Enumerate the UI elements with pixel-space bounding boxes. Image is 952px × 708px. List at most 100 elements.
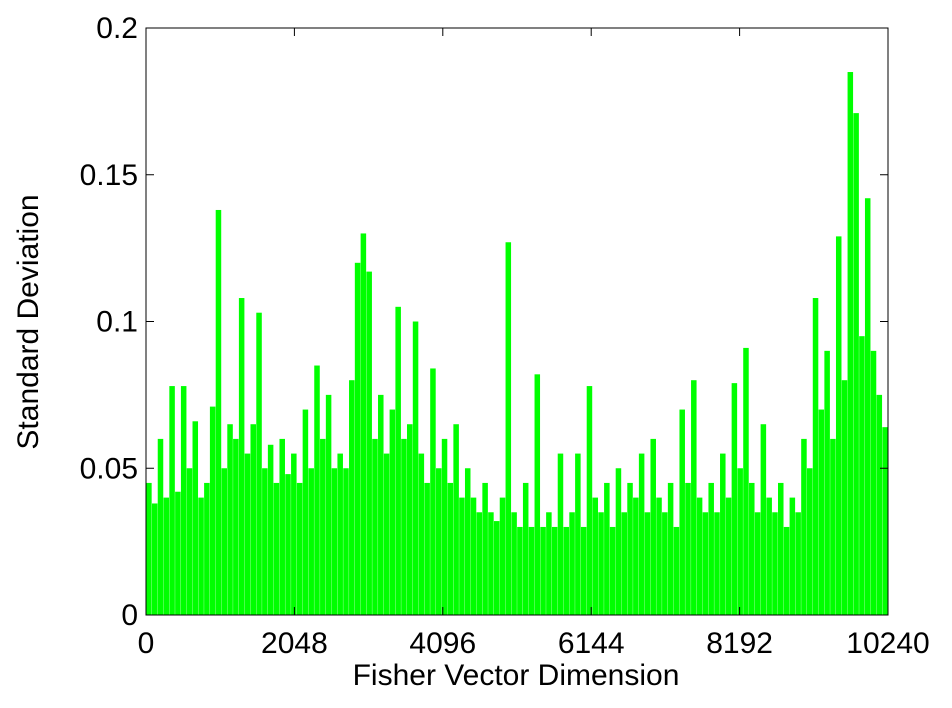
bar <box>221 468 228 615</box>
bar <box>772 512 778 615</box>
bar <box>476 512 483 615</box>
bar <box>795 512 801 615</box>
bar <box>180 386 187 615</box>
bar <box>302 409 309 615</box>
bar <box>638 453 645 615</box>
bar <box>157 438 164 615</box>
bar <box>151 503 158 615</box>
bar <box>835 236 842 615</box>
bar <box>569 512 575 615</box>
x-tick-label: 10240 <box>846 627 929 660</box>
bar <box>760 424 767 615</box>
bar <box>267 444 274 615</box>
bar <box>349 380 355 615</box>
bar <box>418 453 425 615</box>
bar <box>453 424 459 615</box>
x-tick-label: 4096 <box>409 627 476 660</box>
bar <box>870 350 877 615</box>
bar <box>853 113 859 616</box>
x-tick-label: 0 <box>138 627 155 660</box>
bar <box>250 424 256 615</box>
bar <box>407 424 413 615</box>
bar <box>708 482 714 615</box>
bar <box>609 526 616 615</box>
bar <box>650 438 656 615</box>
bar <box>696 497 703 615</box>
bar <box>592 497 599 615</box>
bar <box>691 380 697 615</box>
bar <box>511 512 517 615</box>
bar <box>841 380 848 615</box>
bar <box>244 453 251 615</box>
bar <box>499 497 506 615</box>
bar <box>296 482 303 615</box>
bar <box>673 526 680 615</box>
bar <box>291 453 297 615</box>
bar <box>279 438 285 615</box>
bar <box>325 394 332 615</box>
bar <box>285 474 291 615</box>
bar <box>198 497 204 615</box>
bar <box>430 368 436 615</box>
bar <box>482 482 488 615</box>
y-tick-label: 0.2 <box>96 12 138 45</box>
bar <box>169 386 175 615</box>
x-tick-label: 8192 <box>706 627 773 660</box>
bar <box>766 497 772 615</box>
bar <box>725 497 732 615</box>
bar <box>882 427 888 615</box>
bar <box>546 512 552 615</box>
bar <box>372 438 378 615</box>
bar <box>227 424 233 615</box>
bar <box>331 468 338 615</box>
bar <box>389 409 396 615</box>
bar <box>830 438 836 615</box>
bar <box>540 526 546 615</box>
bar <box>586 386 593 615</box>
bar <box>209 406 216 615</box>
bar <box>320 438 326 615</box>
bar <box>163 497 170 615</box>
bar <box>754 512 761 615</box>
bar <box>824 350 830 615</box>
bar <box>801 438 807 615</box>
bar <box>262 468 268 615</box>
bar <box>702 512 709 615</box>
bar <box>627 482 633 615</box>
bar <box>534 374 541 615</box>
bar <box>714 512 720 615</box>
bar <box>783 526 790 615</box>
bar <box>146 482 152 615</box>
bar <box>378 394 384 615</box>
x-tick-label: 6144 <box>558 627 625 660</box>
bar <box>441 438 448 615</box>
bar <box>598 512 604 615</box>
bar <box>215 209 222 615</box>
y-tick-label: 0.15 <box>80 159 138 192</box>
bar <box>493 521 500 615</box>
bar <box>192 421 199 615</box>
bar <box>621 512 627 615</box>
y-tick-label: 0.1 <box>96 306 138 339</box>
bar <box>395 306 401 615</box>
bar <box>656 497 662 615</box>
bar <box>354 262 361 615</box>
bar <box>778 482 784 615</box>
bar <box>522 482 529 615</box>
bar <box>604 482 610 615</box>
bar <box>424 482 430 615</box>
bar <box>806 468 813 615</box>
bar <box>435 468 442 615</box>
bar <box>459 497 465 615</box>
bar <box>488 512 494 615</box>
bar <box>876 394 883 615</box>
bar <box>818 409 825 615</box>
bar <box>343 468 349 615</box>
bar <box>186 468 193 615</box>
bar <box>644 512 651 615</box>
y-axis-label: Standard Deviation <box>12 194 45 449</box>
bar <box>575 453 581 615</box>
bar <box>204 482 210 615</box>
bar <box>580 526 587 615</box>
